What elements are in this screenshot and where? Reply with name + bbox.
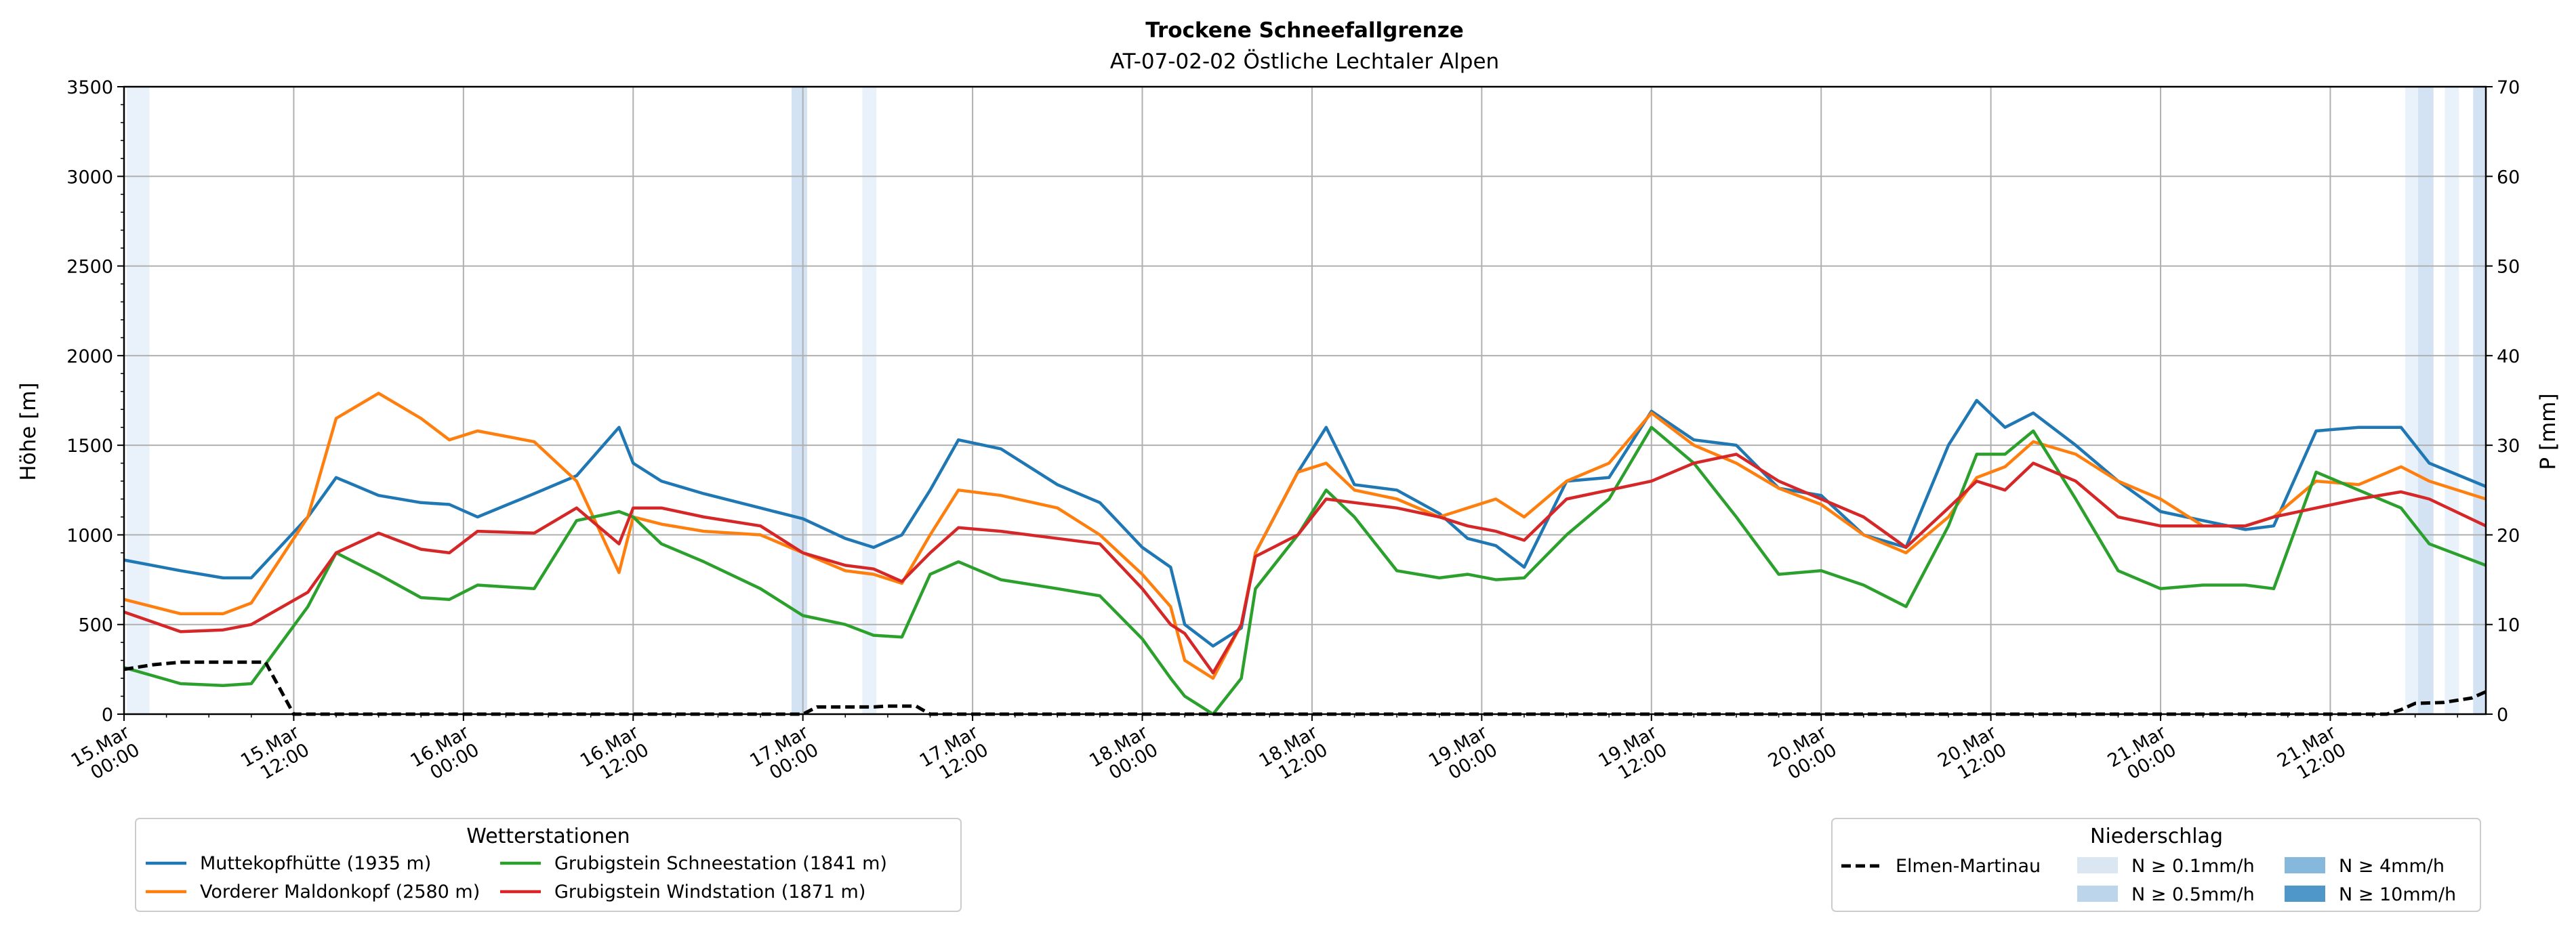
legend-precip-label: N ≥ 10mm/h [2339, 884, 2456, 905]
y-tick-label: 2500 [66, 257, 113, 278]
legend-precip: Niederschlag Elmen-Martinau N ≥ 0.1mm/h N… [1831, 818, 2481, 912]
x-tick-label: 18.Mar00:00 [1086, 722, 1162, 789]
series-lines [123, 392, 2487, 716]
x-tick-label: 15.Mar12:00 [237, 722, 314, 789]
plot-frame [123, 85, 2487, 716]
y-tick-label: 3000 [66, 167, 113, 188]
precip-shade-band-5 [2445, 87, 2459, 714]
y2-tick-label: 60 [2497, 167, 2520, 188]
y2-tick-label: 70 [2497, 77, 2520, 98]
legend-station-label: Vorderer Maldonkopf (2580 m) [200, 882, 480, 903]
legend-precip-label: N ≥ 0.1mm/h [2131, 856, 2255, 877]
series-line-1 [123, 392, 2487, 680]
legend-precip-swatch [2077, 886, 2118, 902]
legend-stations-title: Wetterstationen [466, 825, 630, 848]
legend-station-label: Grubigstein Windstation (1871 m) [554, 882, 865, 903]
x-tick-label: 20.Mar00:00 [1765, 722, 1841, 789]
legend-precip-label: N ≥ 4mm/h [2339, 856, 2445, 877]
precip-shade-band-1 [791, 87, 807, 714]
y-tick-label: 1000 [66, 525, 113, 546]
y2-tick-label: 50 [2497, 257, 2520, 278]
x-tick-label: 19.Mar00:00 [1425, 722, 1502, 789]
x-tick-label: 18.Mar12:00 [1256, 722, 1332, 789]
precip-shade-band-4 [2417, 87, 2434, 714]
y-tick-label: 2000 [66, 346, 113, 367]
x-tick-label: 19.Mar12:00 [1595, 722, 1671, 789]
y2-axis-label: P [mm] [2536, 393, 2560, 470]
axis-ticks: 0 500 1000 1500 2000 2500 3000 3500 0 10 20 30 40 50 6… [66, 77, 2520, 789]
y2-tick-label: 20 [2497, 525, 2520, 546]
y-tick-label: 1500 [66, 436, 113, 457]
precip-shade-band-6 [2473, 87, 2486, 714]
x-tick-label: 17.Mar12:00 [916, 722, 993, 789]
y-axis-label: Höhe [m] [16, 382, 41, 480]
series-line-2 [123, 426, 2487, 716]
legend-precip-line-label: Elmen-Martinau [1896, 856, 2041, 877]
y-tick-label: 0 [102, 705, 113, 726]
legend-precip-swatch [2077, 857, 2118, 873]
precip-shade-band-0 [127, 87, 150, 714]
series-line-3 [123, 453, 2487, 675]
legend-station-label: Muttekopfhütte (1935 m) [200, 853, 431, 874]
y2-tick-label: 40 [2497, 346, 2520, 367]
precip-shade-band-2 [862, 87, 877, 714]
y2-tick-label: 0 [2497, 705, 2508, 726]
y-tick-label: 3500 [66, 77, 113, 98]
x-tick-label: 21.Mar12:00 [2274, 722, 2350, 789]
legend-precip-label: N ≥ 0.5mm/h [2131, 884, 2255, 905]
legend-stations: Wetterstationen Muttekopfhütte (1935 m) V… [135, 818, 962, 912]
grid-lines [124, 87, 2486, 714]
legend-precip-title: Niederschlag [2090, 825, 2223, 848]
x-tick-label: 20.Mar12:00 [1934, 722, 2011, 789]
legend-station-label: Grubigstein Schneestation (1841 m) [554, 853, 887, 874]
y-tick-label: 500 [78, 615, 113, 636]
chart-title: Trockene Schneefallgrenze [1145, 18, 1464, 43]
precip-line-group [123, 660, 2487, 716]
x-tick-label: 16.Mar12:00 [577, 722, 653, 789]
precip-shade-band-3 [2405, 87, 2418, 714]
x-tick-label: 16.Mar00:00 [407, 722, 484, 789]
precip-line [123, 660, 2487, 716]
x-tick-label: 17.Mar00:00 [746, 722, 823, 789]
precip-shading [127, 87, 2486, 714]
chart-subtitle: AT-07-02-02 Östliche Lechtaler Alpen [1110, 49, 1499, 74]
y2-tick-label: 30 [2497, 436, 2520, 457]
x-tick-label: 15.Mar00:00 [68, 722, 144, 789]
legend-precip-swatch [2285, 886, 2325, 902]
y2-tick-label: 10 [2497, 615, 2520, 636]
x-tick-label: 21.Mar00:00 [2104, 722, 2181, 789]
legend-precip-swatch [2285, 857, 2325, 873]
